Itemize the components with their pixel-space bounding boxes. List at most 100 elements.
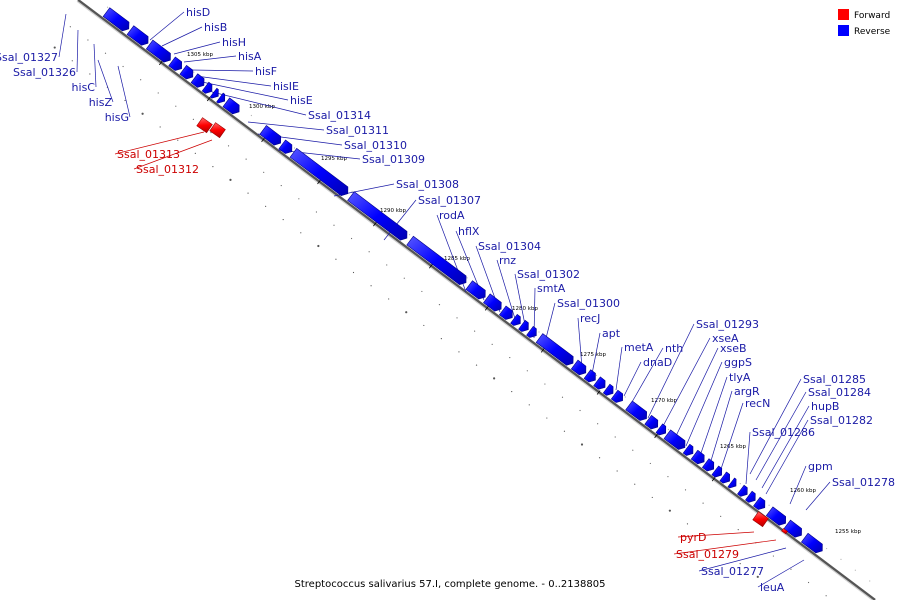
gene-label-apt[interactable]: apt bbox=[602, 327, 621, 340]
gene-block-dnad[interactable] bbox=[602, 383, 614, 396]
gene-label-hisie[interactable]: hisIE bbox=[273, 80, 299, 93]
gene-block-recn[interactable] bbox=[701, 458, 715, 472]
gene-block-hupb[interactable] bbox=[737, 484, 748, 497]
gene-label-ssal-01293[interactable]: Ssal_01293 bbox=[696, 318, 759, 331]
gene-block-ssal-01284[interactable] bbox=[727, 477, 737, 489]
gene-label-ssal-01286[interactable]: Ssal_01286 bbox=[752, 426, 815, 439]
gene-label-hisc[interactable]: hisC bbox=[72, 81, 96, 94]
gene-label-hisz[interactable]: hisZ bbox=[89, 96, 113, 109]
gene-label-hupb[interactable]: hupB bbox=[811, 400, 839, 413]
gene-block-ssal-01285[interactable] bbox=[719, 471, 731, 484]
gene-block-ssal-01277[interactable] bbox=[783, 519, 802, 538]
gene-block-pyrd[interactable] bbox=[752, 511, 769, 528]
gene-label-ssal-01278[interactable]: Ssal_01278 bbox=[832, 476, 895, 489]
gene-label-hisd[interactable]: hisD bbox=[186, 6, 210, 19]
gene-block-apt[interactable] bbox=[583, 369, 596, 383]
gene-label-ssal-01284[interactable]: Ssal_01284 bbox=[808, 386, 871, 399]
gene-block-meta[interactable] bbox=[593, 376, 606, 390]
gene-block-ssal-01314[interactable] bbox=[222, 97, 240, 115]
gene-block-xseb[interactable] bbox=[655, 423, 667, 436]
gene-label-argr[interactable]: argR bbox=[734, 385, 760, 398]
gene-label-ssal-01282[interactable]: Ssal_01282 bbox=[810, 414, 873, 427]
gene-label-nth[interactable]: nth bbox=[665, 342, 683, 355]
gene-block-ssal-01293[interactable] bbox=[625, 400, 648, 421]
gene-block-hflx[interactable] bbox=[483, 293, 502, 312]
gene-label-xsea[interactable]: xseA bbox=[712, 332, 739, 345]
gene-label-dnad[interactable]: dnaD bbox=[643, 356, 672, 369]
gene-block-hish[interactable] bbox=[179, 64, 194, 80]
gene-block-recj[interactable] bbox=[570, 359, 587, 376]
gene-block-ssal-01312[interactable] bbox=[209, 122, 226, 139]
gene-block-ssal-01310[interactable] bbox=[278, 139, 293, 154]
gene-label-recn[interactable]: recN bbox=[745, 397, 770, 410]
gene-label-ssal-01300[interactable]: Ssal_01300 bbox=[557, 297, 620, 310]
gene-label-leua[interactable]: leuA bbox=[760, 581, 785, 594]
leader-line bbox=[93, 43, 97, 88]
gene-block-ssal-01279[interactable] bbox=[781, 528, 788, 535]
gene-label-recj[interactable]: recJ bbox=[580, 312, 600, 325]
gene-label-hish[interactable]: hisH bbox=[222, 36, 246, 49]
gene-label-ssal-01302[interactable]: Ssal_01302 bbox=[517, 268, 580, 281]
gene-block-hisf[interactable] bbox=[201, 81, 213, 94]
gene-block-ssal-01326[interactable] bbox=[126, 25, 149, 46]
gene-block-ssal-01327[interactable] bbox=[102, 7, 130, 32]
gene-label-rnz[interactable]: rnz bbox=[499, 254, 516, 267]
gene-block-ggps[interactable] bbox=[663, 429, 686, 450]
gene-label-ssal-01279[interactable]: Ssal_01279 bbox=[676, 548, 739, 561]
gene-label-hise[interactable]: hisE bbox=[290, 94, 313, 107]
gene-label-hflx[interactable]: hflX bbox=[458, 225, 480, 238]
gene-label-ssal-01313[interactable]: Ssal_01313 bbox=[117, 148, 180, 161]
gene-label-ssal-01307[interactable]: Ssal_01307 bbox=[418, 194, 481, 207]
legend-swatch-forward bbox=[838, 9, 849, 20]
gene-label-gpm[interactable]: gpm bbox=[808, 460, 833, 473]
gene-block-hisa[interactable] bbox=[190, 73, 205, 88]
gene-label-ssal-01311[interactable]: Ssal_01311 bbox=[326, 124, 389, 137]
gene-label-hisg[interactable]: hisG bbox=[105, 111, 129, 124]
gene-label-meta[interactable]: metA bbox=[624, 341, 654, 354]
gene-block-ssal-01300[interactable] bbox=[535, 333, 574, 366]
gene-block-tlya[interactable] bbox=[682, 443, 694, 456]
gene-block-hise[interactable] bbox=[216, 92, 226, 104]
gene-block-hisb[interactable] bbox=[168, 56, 183, 71]
gene-label-ssal-01327[interactable]: Ssal_01327 bbox=[0, 51, 58, 64]
gene-label-smta[interactable]: smtA bbox=[537, 282, 566, 295]
gene-block-gpm[interactable] bbox=[753, 496, 766, 510]
gene-block-roda[interactable] bbox=[465, 280, 486, 300]
gene-label-ssal-01314[interactable]: Ssal_01314 bbox=[308, 109, 371, 122]
gene-label-hisa[interactable]: hisA bbox=[238, 50, 262, 63]
gene-label-ssal-01310[interactable]: Ssal_01310 bbox=[344, 139, 407, 152]
gene-block-argr[interactable] bbox=[690, 449, 705, 465]
gene-label-xseb[interactable]: xseB bbox=[720, 342, 747, 355]
gene-block-xsea[interactable] bbox=[644, 414, 659, 430]
gene-block-ssal-01282[interactable] bbox=[745, 490, 756, 503]
gene-label-ssal-01285[interactable]: Ssal_01285 bbox=[803, 373, 866, 386]
gene-block-ssal-01308[interactable] bbox=[347, 191, 408, 241]
gene-block-hisie[interactable] bbox=[209, 87, 219, 99]
gene-block-nth[interactable] bbox=[610, 389, 624, 403]
gene-block-ssal-01278[interactable] bbox=[765, 506, 787, 526]
gene-label-pyrd[interactable]: pyrD bbox=[680, 531, 707, 544]
gene-block-ssal-01307[interactable] bbox=[406, 235, 467, 286]
gene-block-ssal-01309[interactable] bbox=[289, 147, 349, 197]
gene-block-smta[interactable] bbox=[526, 325, 537, 338]
gene-block-ssal-01311[interactable] bbox=[259, 125, 282, 146]
gene-label-ggps[interactable]: ggpS bbox=[724, 356, 752, 369]
gene-label-roda[interactable]: rodA bbox=[439, 209, 465, 222]
gene-block-rnz[interactable] bbox=[510, 313, 521, 326]
gene-label-tlya[interactable]: tlyA bbox=[729, 371, 751, 384]
gene-label-ssal-01309[interactable]: Ssal_01309 bbox=[362, 153, 425, 166]
gene-label-ssal-01326[interactable]: Ssal_01326 bbox=[13, 66, 76, 79]
gene-block-leua[interactable] bbox=[800, 532, 823, 554]
gene-label-hisb[interactable]: hisB bbox=[204, 21, 227, 34]
leader-line bbox=[745, 431, 751, 485]
gene-block-ssal-01302[interactable] bbox=[518, 319, 529, 332]
gene-label-hisf[interactable]: hisF bbox=[255, 65, 277, 78]
gene-label-ssal-01312[interactable]: Ssal_01312 bbox=[136, 163, 199, 176]
gene-block-hisd[interactable] bbox=[145, 39, 171, 63]
gene-block-ssal-01304[interactable] bbox=[498, 305, 513, 320]
gene-label-ssal-01277[interactable]: Ssal_01277 bbox=[701, 565, 764, 578]
gene-label-ssal-01308[interactable]: Ssal_01308 bbox=[396, 178, 459, 191]
gene-block-ssal-01286[interactable] bbox=[711, 465, 723, 478]
gene-label-ssal-01304[interactable]: Ssal_01304 bbox=[478, 240, 541, 253]
gene-block-ssal-01313[interactable] bbox=[196, 117, 213, 134]
